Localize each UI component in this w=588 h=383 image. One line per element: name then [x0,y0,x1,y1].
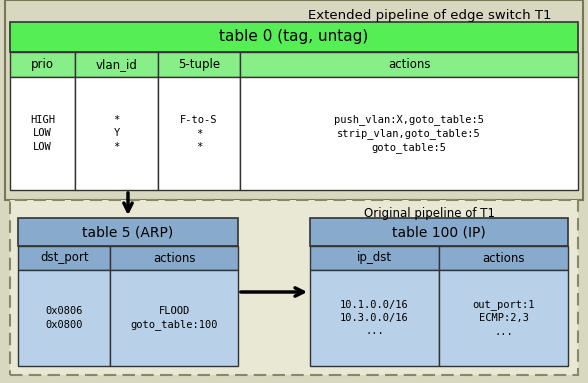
Text: actions: actions [482,252,524,265]
Bar [10,52,75,77]
Bar [10,22,578,52]
Text: prio: prio [31,58,54,71]
Bar [75,52,158,77]
Bar [5,0,583,200]
Text: ip_dst: ip_dst [357,252,392,265]
Bar [111,246,238,270]
Bar [10,200,578,375]
Text: actions: actions [387,58,430,71]
Bar [310,270,439,366]
Bar [240,77,578,190]
Text: actions: actions [153,252,195,265]
Bar [310,218,568,246]
Bar [18,270,111,366]
Text: 0x0806
0x0800: 0x0806 0x0800 [45,306,83,330]
Bar [158,77,240,190]
Text: 10.1.0.0/16
10.3.0.0/16
...: 10.1.0.0/16 10.3.0.0/16 ... [340,300,409,336]
Bar [439,270,568,366]
Bar [18,246,111,270]
Text: table 100 (IP): table 100 (IP) [392,225,486,239]
Bar [18,218,238,246]
Text: vlan_id: vlan_id [96,58,138,71]
Text: 5-tuple: 5-tuple [178,58,220,71]
Bar [10,77,75,190]
Text: table 5 (ARP): table 5 (ARP) [82,225,173,239]
Text: push_vlan:X,goto_table:5
strip_vlan,goto_table:5
goto_table:5: push_vlan:X,goto_table:5 strip_vlan,goto… [334,114,484,153]
Bar [158,52,240,77]
Bar [310,246,439,270]
Text: dst_port: dst_port [40,252,89,265]
Text: *
Y
*: * Y * [113,115,119,152]
Text: Original pipeline of T1: Original pipeline of T1 [365,208,496,221]
Text: Extended pipeline of edge switch T1: Extended pipeline of edge switch T1 [308,8,552,21]
Text: F-to-S
*
*: F-to-S * * [180,115,218,152]
Text: HIGH
LOW
LOW: HIGH LOW LOW [30,115,55,152]
Text: FLOOD
goto_table:100: FLOOD goto_table:100 [131,306,218,330]
Text: table 0 (tag, untag): table 0 (tag, untag) [219,29,369,44]
Bar [111,270,238,366]
Bar [75,77,158,190]
Bar [240,52,578,77]
Text: out_port:1
ECMP:2,3
...: out_port:1 ECMP:2,3 ... [472,300,534,337]
Bar [439,246,568,270]
